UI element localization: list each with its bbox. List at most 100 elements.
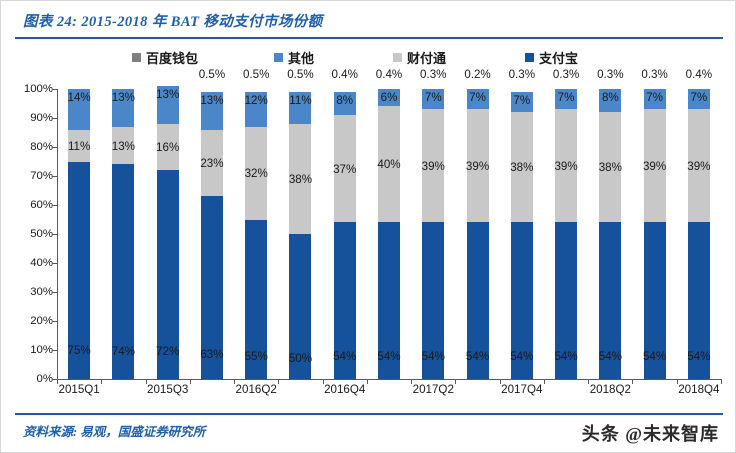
bar-label-other: 13% [111, 91, 135, 104]
bar-segment-alipay[interactable] [245, 219, 268, 379]
bar-segment-other[interactable] [333, 91, 356, 116]
legend-item-2[interactable]: 财付通 [393, 48, 446, 67]
bar-segment-alipay[interactable] [466, 222, 489, 379]
bar-segment-other[interactable] [510, 91, 533, 113]
bar-label-baidu-wallet: 0.3% [597, 68, 624, 81]
x-axis-tick-mark [101, 379, 103, 384]
bar-segment-other[interactable] [289, 91, 312, 124]
bar-column[interactable]: 54% 40% 6% [377, 89, 401, 379]
y-axis-tick-label: 20% [30, 315, 53, 327]
bar-segment-other[interactable] [687, 89, 710, 110]
bar-segment-tenpay[interactable] [378, 106, 400, 223]
legend-item-0[interactable]: 百度钱包 [132, 48, 198, 67]
x-axis-tick-label: 2017Q4 [501, 383, 543, 396]
x-axis-line [57, 379, 721, 380]
bar-segment-other[interactable] [200, 91, 223, 130]
bar-column[interactable]: 55% 32% 12% [244, 89, 268, 379]
bar-label-alipay: 55% [244, 350, 268, 364]
bar-segment-other[interactable] [378, 89, 400, 107]
x-axis-tick-mark [455, 379, 457, 384]
bar-segment-tenpay[interactable] [289, 123, 312, 234]
bar-segment-other[interactable] [466, 89, 489, 110]
bar-segment-tenpay[interactable] [156, 123, 179, 171]
bar-segment-other[interactable] [245, 91, 268, 127]
x-axis-tick-mark [234, 379, 236, 384]
bar-segment-tenpay[interactable] [245, 126, 268, 220]
bar-segment-alipay[interactable] [555, 222, 578, 379]
bar-segment-alipay[interactable] [687, 222, 710, 379]
legend-item-1[interactable]: 其他 [274, 48, 314, 67]
bar-label-other: 12% [244, 93, 268, 107]
bar-label-tenpay: 39% [421, 159, 445, 173]
bar-label-other: 13% [200, 93, 224, 107]
bar-column[interactable]: 74% 13% 13% [111, 89, 135, 379]
bar-segment-tenpay[interactable] [510, 112, 533, 223]
bar-segment-other[interactable] [422, 89, 445, 110]
bar-label-other: 6% [380, 91, 398, 104]
x-axis-tick-label: 2018Q4 [678, 383, 720, 396]
y-axis-tick-label: 70% [30, 170, 53, 182]
bar-segment-alipay[interactable] [200, 196, 223, 379]
bar-label-tenpay: 39% [554, 159, 578, 173]
y-axis-tick-mark [52, 234, 57, 235]
bar-segment-tenpay[interactable] [466, 109, 489, 223]
watermark: 头条 @未来智库 [581, 424, 719, 444]
bar-label-alipay: 54% [333, 350, 357, 364]
bar-segment-alipay[interactable] [333, 222, 356, 379]
title-divider [15, 37, 723, 39]
bar-column[interactable]: 72% 16% 13% [156, 86, 179, 379]
bar-segment-tenpay[interactable] [200, 129, 223, 197]
bar-segment-other[interactable] [68, 89, 91, 130]
bar-segment-other[interactable] [643, 89, 666, 110]
bar-segment-tenpay[interactable] [112, 126, 135, 165]
bar-segment-tenpay[interactable] [555, 109, 578, 223]
bar-segment-tenpay[interactable] [68, 129, 91, 162]
bar-segment-tenpay[interactable] [687, 109, 710, 223]
y-axis-tick-mark [52, 205, 57, 206]
bar-segment-other[interactable] [599, 89, 622, 113]
bar-segment-alipay[interactable] [422, 222, 445, 379]
bar-segment-other[interactable] [555, 89, 578, 110]
bar-column[interactable]: 54% 38% 7% [510, 89, 533, 379]
bar-column[interactable]: 50% 38% 11% [289, 89, 312, 379]
bar-label-alipay: 54% [465, 350, 490, 364]
bar-segment-alipay[interactable] [599, 222, 622, 379]
x-axis: 2015Q1 2015Q3 2016Q2 2016Q4 2017Q2 2017Q4 2018… [1, 383, 736, 403]
bar-column[interactable]: 54% 39% 7% [643, 89, 666, 379]
bar-label-tenpay: 23% [200, 156, 224, 170]
bar-column[interactable]: 54% 38% 8% [599, 89, 622, 379]
baidu-wallet-label-row: 0.5% 0.5% 0.5% 0.4% 0.4% 0.3% 0.2% 0.3% 0.3% 0.3%… [1, 68, 736, 86]
bar-column[interactable]: 54% 39% 7% [687, 89, 710, 379]
bar-segment-alipay[interactable] [112, 164, 135, 379]
bar-segment-alipay[interactable] [510, 222, 533, 379]
y-axis-tick-mark [52, 147, 57, 148]
bar-column[interactable]: 54% 37% 8% [333, 89, 357, 379]
legend-swatch-icon [132, 53, 141, 62]
bar-segment-other[interactable] [156, 86, 179, 124]
bar-segment-alipay[interactable] [68, 161, 91, 379]
chart-legend: 百度钱包 其他 财付通 支付宝 [1, 48, 736, 68]
bar-segment-tenpay[interactable] [599, 112, 622, 223]
legend-label: 其他 [288, 51, 315, 66]
page-title: 图表 24: 2015-2018 年 BAT 移动支付市场份额 [23, 14, 323, 30]
x-axis-tick-label: 2016Q4 [324, 383, 366, 396]
bar-column[interactable]: 54% 39% 7% [554, 89, 578, 379]
bar-segment-tenpay[interactable] [422, 109, 445, 223]
legend-item-3[interactable]: 支付宝 [525, 48, 578, 67]
bar-segment-alipay[interactable] [378, 222, 400, 379]
bar-column[interactable]: 63% 23% 13% [200, 89, 224, 379]
bar-column[interactable]: 75% 11% 14% [68, 89, 91, 379]
bar-label-other: 7% [469, 91, 486, 104]
x-axis-tick-mark [588, 379, 590, 384]
bar-column[interactable]: 54% 39% 7% [465, 89, 490, 379]
bar-segment-alipay[interactable] [156, 170, 179, 379]
bar-segment-alipay[interactable] [289, 234, 312, 379]
y-axis-tick-label: 10% [30, 344, 53, 356]
y-axis-line [57, 89, 58, 379]
bar-segment-alipay[interactable] [643, 222, 666, 379]
bar-column[interactable]: 54% 39% 7% [421, 89, 445, 379]
bar-segment-tenpay[interactable] [643, 109, 666, 223]
bar-segment-tenpay[interactable] [333, 115, 356, 223]
bar-segment-other[interactable] [112, 89, 135, 127]
x-axis-tick-mark [145, 379, 147, 384]
